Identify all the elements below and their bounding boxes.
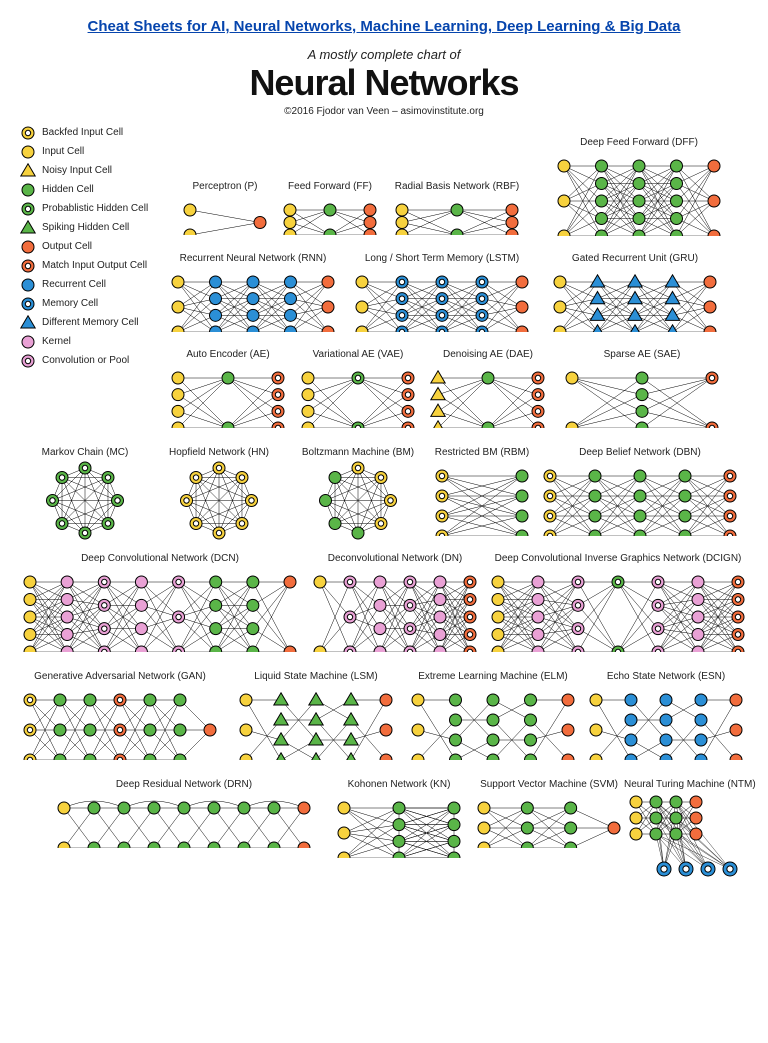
network-label: Boltzmann Machine (BM) <box>288 447 428 458</box>
network-dcn: Deep Convolutional Network (DCN) <box>20 553 300 652</box>
network-label: Auto Encoder (AE) <box>168 349 288 360</box>
network-label: Restricted BM (RBM) <box>432 447 532 458</box>
network-label: Sparse AE (SAE) <box>562 349 722 360</box>
network-dff: Deep Feed Forward (DFF) <box>554 137 724 236</box>
network-label: Deep Convolutional Network (DCN) <box>20 553 300 564</box>
header-title: Neural Networks <box>0 62 768 104</box>
network-vae: Variational AE (VAE) <box>298 349 418 428</box>
network-lstm: Long / Short Term Memory (LSTM) <box>352 253 532 332</box>
network-label: Deep Residual Network (DRN) <box>54 779 314 790</box>
network-esn: Echo State Network (ESN) <box>586 671 746 760</box>
header-credit: ©2016 Fjodor van Veen – asimovinstitute.… <box>0 106 768 117</box>
network-label: Variational AE (VAE) <box>298 349 418 360</box>
network-dcign: Deep Convolutional Inverse Graphics Netw… <box>488 553 748 652</box>
network-label: Generative Adversarial Network (GAN) <box>20 671 220 682</box>
network-bm: Boltzmann Machine (BM) <box>288 447 428 541</box>
network-gru: Gated Recurrent Unit (GRU) <box>550 253 720 332</box>
network-ff: Feed Forward (FF) <box>280 181 380 235</box>
chart-header: A mostly complete chart of Neural Networ… <box>0 47 768 117</box>
network-label: Support Vector Machine (SVM) <box>474 779 624 790</box>
network-label: Extreme Learning Machine (ELM) <box>408 671 578 682</box>
network-label: Deep Belief Network (DBN) <box>540 447 740 458</box>
header-subtitle: A mostly complete chart of <box>0 47 768 62</box>
network-gan: Generative Adversarial Network (GAN) <box>20 671 220 760</box>
network-p: Perceptron (P) <box>180 181 270 235</box>
chart-content: Backfed Input CellInput CellNoisy Input … <box>14 123 754 1023</box>
network-dn: Deconvolutional Network (DN) <box>310 553 480 652</box>
network-label: Perceptron (P) <box>180 181 270 192</box>
network-label: Markov Chain (MC) <box>20 447 150 458</box>
network-label: Deconvolutional Network (DN) <box>310 553 480 564</box>
network-label: Echo State Network (ESN) <box>586 671 746 682</box>
networks-container: Perceptron (P) Feed Forward (FF) Radial Ba… <box>14 123 754 1023</box>
network-elm: Extreme Learning Machine (ELM) <box>408 671 578 760</box>
network-svm: Support Vector Machine (SVM) <box>474 779 624 848</box>
network-ae: Auto Encoder (AE) <box>168 349 288 428</box>
network-label: Long / Short Term Memory (LSTM) <box>352 253 532 264</box>
network-label: Neural Turing Machine (NTM) <box>624 779 754 790</box>
network-rbm: Restricted BM (RBM) <box>432 447 532 536</box>
network-label: Feed Forward (FF) <box>280 181 380 192</box>
network-label: Hopfield Network (HN) <box>154 447 284 458</box>
network-label: Radial Basis Network (RBF) <box>392 181 522 192</box>
network-rbf: Radial Basis Network (RBF) <box>392 181 522 235</box>
network-label: Denoising AE (DAE) <box>428 349 548 360</box>
network-label: Liquid State Machine (LSM) <box>236 671 396 682</box>
network-label: Recurrent Neural Network (RNN) <box>168 253 338 264</box>
network-lsm: Liquid State Machine (LSM) <box>236 671 396 760</box>
network-kn: Kohonen Network (KN) <box>334 779 464 858</box>
network-label: Deep Feed Forward (DFF) <box>554 137 724 148</box>
network-mc: Markov Chain (MC) <box>20 447 150 541</box>
network-dbn: Deep Belief Network (DBN) <box>540 447 740 536</box>
network-rnn: Recurrent Neural Network (RNN) <box>168 253 338 332</box>
network-label: Kohonen Network (KN) <box>334 779 464 790</box>
network-ntm: Neural Turing Machine (NTM) <box>624 779 754 883</box>
network-label: Deep Convolutional Inverse Graphics Netw… <box>488 553 748 564</box>
network-label: Gated Recurrent Unit (GRU) <box>550 253 720 264</box>
page-title-link[interactable]: Cheat Sheets for AI, Neural Networks, Ma… <box>0 0 768 41</box>
network-sae: Sparse AE (SAE) <box>562 349 722 428</box>
network-dae: Denoising AE (DAE) <box>428 349 548 428</box>
network-drn: Deep Residual Network (DRN) <box>54 779 314 848</box>
network-hn: Hopfield Network (HN) <box>154 447 284 541</box>
